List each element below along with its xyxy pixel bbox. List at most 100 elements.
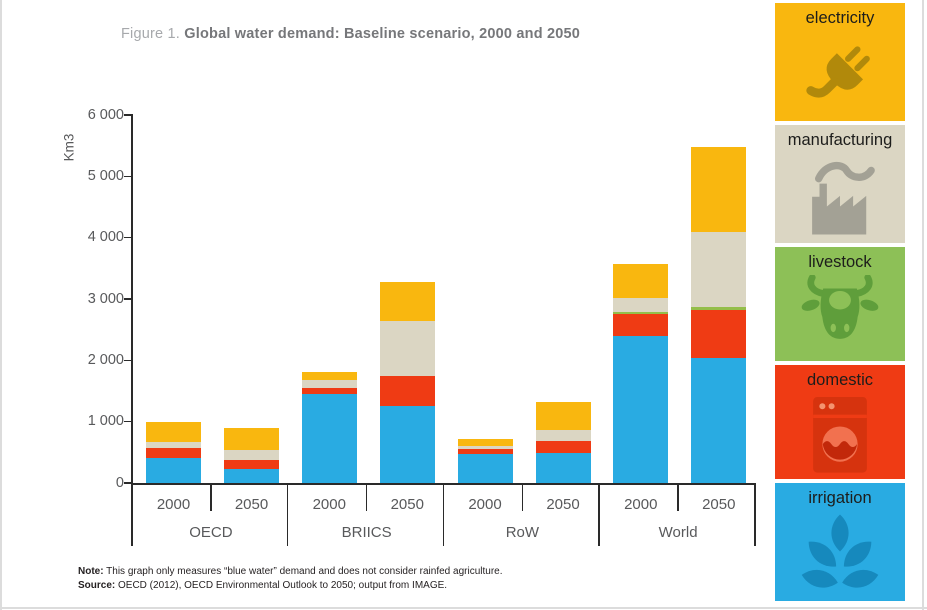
segment-RoW-2000-irrigation xyxy=(457,454,513,483)
factory-icon xyxy=(812,161,875,235)
bar-World-2050 xyxy=(691,146,747,483)
bar-OECD-2000 xyxy=(146,421,201,483)
segment-OECD-2000-manufacturing xyxy=(146,441,201,449)
legend-label: manufacturing xyxy=(787,131,893,149)
segment-World-2000-manufacturing xyxy=(613,297,669,313)
page-edge-right xyxy=(922,0,924,610)
source-text: OECD (2012), OECD Environmental Outlook … xyxy=(115,579,448,591)
x-axis-year-separator xyxy=(365,485,368,511)
bar-RoW-2050 xyxy=(535,402,591,483)
x-axis-group-separator xyxy=(131,485,133,546)
segment-RoW-2050-electricity xyxy=(535,402,591,430)
note-text: This graph only measures “blue water” de… xyxy=(103,566,503,577)
y-tick-mark xyxy=(124,236,131,239)
segment-RoW-2050-irrigation xyxy=(535,452,591,483)
y-tick-mark xyxy=(124,114,131,116)
y-tick-mark xyxy=(124,359,131,362)
segment-BRIICS-2050-irrigation xyxy=(379,405,435,483)
page-edge-bottom xyxy=(0,607,927,609)
y-tick-label: 5 000 xyxy=(87,167,124,184)
segment-RoW-2050-manufacturing xyxy=(535,429,591,442)
bar-BRIICS-2000 xyxy=(301,372,357,483)
segment-RoW-2000-electricity xyxy=(457,439,513,446)
legend-item-irrigation: irrigation xyxy=(775,483,905,601)
legend-item-electricity: electricity xyxy=(775,3,905,121)
segment-BRIICS-2000-manufacturing xyxy=(301,380,357,388)
y-axis-line xyxy=(131,114,133,484)
segment-RoW-2000-domestic xyxy=(457,449,513,455)
segment-BRIICS-2050-domestic xyxy=(379,375,435,406)
segment-World-2000-domestic xyxy=(613,313,669,337)
segment-BRIICS-2050-electricity xyxy=(379,281,435,322)
x-axis-year-separator xyxy=(521,485,524,511)
y-tick-label: 3 000 xyxy=(87,290,124,307)
y-tick-mark xyxy=(124,420,131,423)
y-tick-label: 6 000 xyxy=(87,106,124,123)
x-axis-group-separator xyxy=(598,485,600,546)
x-axis-line xyxy=(131,483,756,485)
segment-BRIICS-2000-domestic xyxy=(301,387,357,395)
washing-machine-icon xyxy=(813,397,867,473)
segment-OECD-2000-domestic xyxy=(146,448,201,458)
legend-item-livestock: livestock xyxy=(775,247,905,361)
x-group-label-World: World xyxy=(658,524,698,541)
y-tick-label: 0 xyxy=(115,474,124,491)
cow-icon xyxy=(801,275,879,339)
x-tick-year: 2000 xyxy=(156,496,191,513)
legend-label: livestock xyxy=(808,253,872,271)
segment-BRIICS-2050-manufacturing xyxy=(379,321,435,376)
y-tick-mark xyxy=(124,298,131,300)
page-edge-left xyxy=(0,0,2,610)
segment-World-2000-livestock xyxy=(613,312,669,314)
legend-label: irrigation xyxy=(808,489,872,507)
bar-BRIICS-2050 xyxy=(379,281,435,483)
x-axis-group-separator xyxy=(754,485,756,546)
x-group-label-BRIICS: BRIICS xyxy=(341,524,392,541)
segment-OECD-2000-electricity xyxy=(146,421,201,442)
segment-World-2050-manufacturing xyxy=(691,231,747,307)
x-tick-year: 2050 xyxy=(234,496,269,513)
x-axis-group-separator xyxy=(442,485,444,546)
x-axis-group-separator xyxy=(286,485,289,546)
y-tick-label: 1 000 xyxy=(87,413,124,430)
segment-RoW-2000-manufacturing xyxy=(457,445,513,450)
segment-OECD-2050-electricity xyxy=(224,428,279,450)
x-tick-year: 2000 xyxy=(468,496,502,513)
legend-item-manufacturing: manufacturing xyxy=(775,125,905,243)
note-line: Note: This graph only measures “blue wat… xyxy=(78,565,503,579)
legend-label: electricity xyxy=(805,9,875,27)
segment-World-2050-electricity xyxy=(691,146,747,232)
segment-BRIICS-2000-irrigation xyxy=(301,394,357,483)
bar-World-2000 xyxy=(613,263,669,483)
legend-item-domestic: domestic xyxy=(775,365,905,479)
segment-OECD-2050-irrigation xyxy=(224,469,279,483)
x-group-label-RoW: RoW xyxy=(505,524,540,541)
plug-icon xyxy=(806,46,870,98)
x-axis-year-separator xyxy=(210,485,212,511)
x-tick-year: 2000 xyxy=(312,496,346,513)
figure-title-text: Global water demand: Baseline scenario, … xyxy=(184,26,581,42)
y-tick-label: 2 000 xyxy=(87,351,124,368)
x-tick-year: 2050 xyxy=(546,496,580,513)
segment-World-2000-electricity xyxy=(613,263,669,298)
footnotes: Note: This graph only measures “blue wat… xyxy=(78,565,503,592)
x-tick-year: 2050 xyxy=(390,496,424,513)
x-tick-year: 2000 xyxy=(624,496,658,513)
figure-title: Figure 1. Global water demand: Baseline … xyxy=(121,26,580,42)
y-tick-mark xyxy=(124,482,131,484)
y-tick-label: 4 000 xyxy=(87,229,124,246)
x-axis-year-separator xyxy=(677,485,679,511)
segment-OECD-2050-domestic xyxy=(224,459,279,470)
y-tick-mark xyxy=(124,175,131,178)
bar-RoW-2000 xyxy=(457,439,513,483)
segment-BRIICS-2000-electricity xyxy=(301,372,357,381)
source-line: Source: OECD (2012), OECD Environmental … xyxy=(78,579,503,593)
segment-World-2050-livestock xyxy=(691,306,747,310)
segment-OECD-2050-manufacturing xyxy=(224,449,279,460)
x-tick-year: 2050 xyxy=(702,496,736,513)
segment-OECD-2000-irrigation xyxy=(146,457,201,483)
leaves-icon xyxy=(801,514,879,588)
segment-World-2000-irrigation xyxy=(613,336,669,483)
segment-RoW-2050-domestic xyxy=(535,441,591,453)
